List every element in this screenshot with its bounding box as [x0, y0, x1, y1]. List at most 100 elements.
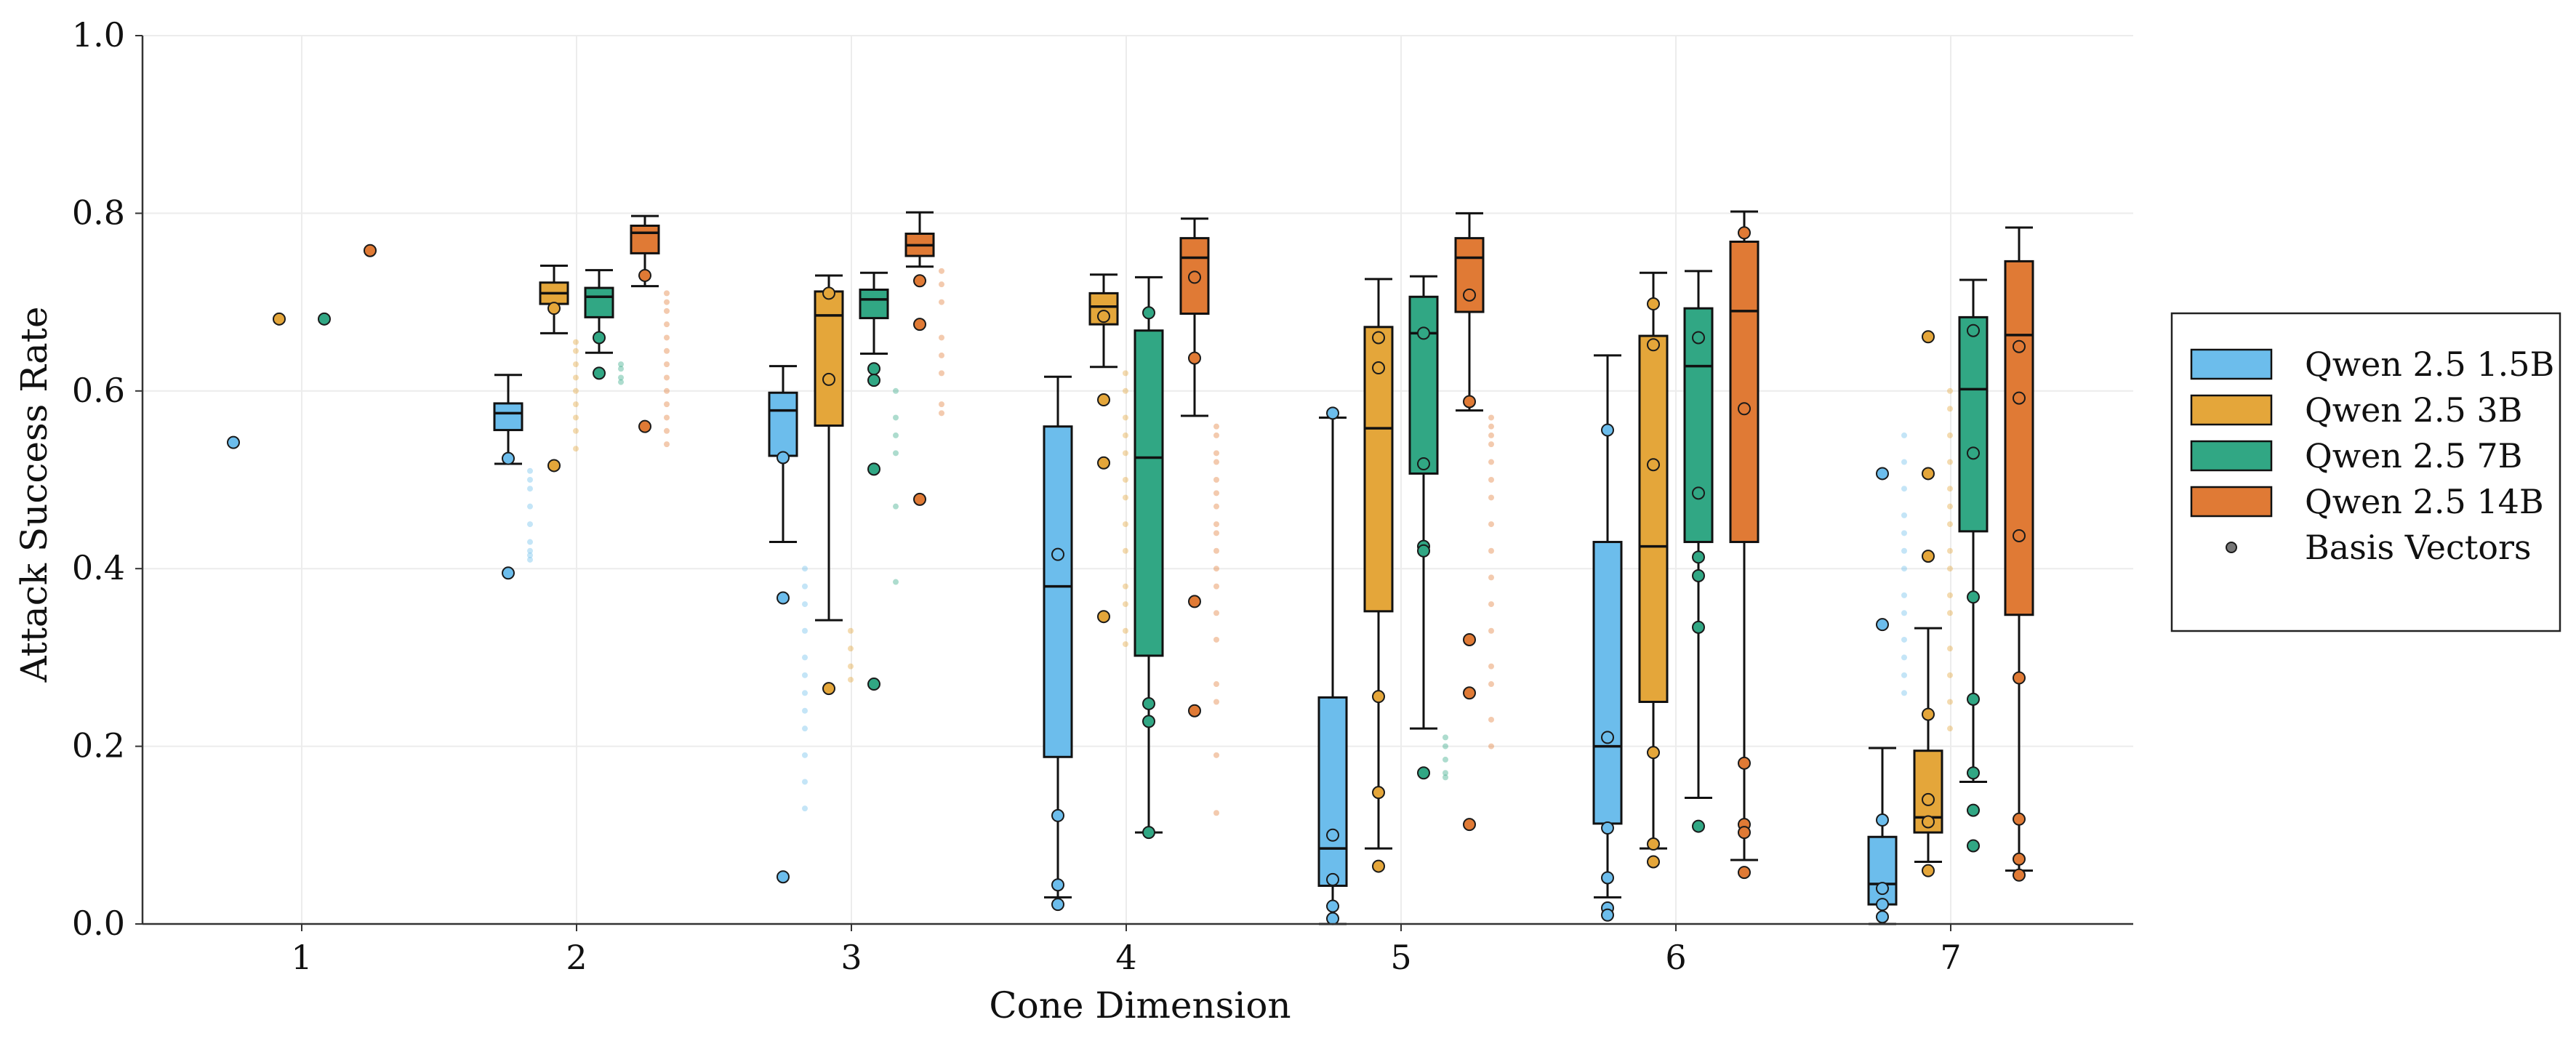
- sample-point: [802, 726, 808, 732]
- basis-point: [273, 312, 286, 326]
- sample-point: [527, 539, 533, 545]
- sample-point: [802, 752, 808, 758]
- sample-point: [1901, 530, 1907, 536]
- sample-point: [1123, 601, 1128, 608]
- sample-point: [1901, 672, 1907, 678]
- basis-point: [1417, 766, 1430, 780]
- sample-point: [527, 503, 533, 510]
- x-tick-label: 4: [1115, 938, 1136, 977]
- sample-point: [1213, 530, 1219, 536]
- sample-point: [1213, 752, 1219, 758]
- sample-point: [1123, 521, 1128, 528]
- sample-point: [618, 379, 624, 385]
- basis-point: [1051, 878, 1064, 892]
- basis-point: [1142, 306, 1155, 320]
- sample-point: [1947, 432, 1953, 438]
- y-tick-label: 0.0: [72, 904, 125, 943]
- sample-point: [1213, 459, 1219, 465]
- basis-point: [502, 566, 515, 580]
- sample-point: [664, 321, 670, 328]
- sample-point: [1123, 432, 1128, 438]
- sample-point: [939, 352, 944, 358]
- basis-point: [1326, 899, 1339, 913]
- sample-point: [802, 601, 808, 608]
- basis-point: [2013, 868, 2026, 882]
- basis-point: [2013, 852, 2026, 866]
- box: [1638, 334, 1669, 703]
- ticks: 0.0 0.2 0.4 0.6 0.8 1.0 1 2 3 4 5 6 7: [72, 15, 1962, 977]
- sample-point: [573, 446, 579, 452]
- sample-point: [1901, 654, 1907, 661]
- box: [768, 391, 798, 457]
- sample-point: [664, 347, 670, 354]
- sample-point: [802, 690, 808, 696]
- y-tick-label: 0.4: [72, 548, 125, 587]
- box: [1043, 425, 1073, 758]
- basis-point: [1647, 837, 1660, 851]
- sample-point: [573, 361, 579, 368]
- sample-point: [618, 374, 624, 381]
- basis-point: [1601, 908, 1614, 922]
- sample-point: [1213, 610, 1219, 616]
- sample-point: [1123, 450, 1128, 457]
- sample-point: [1213, 521, 1219, 528]
- sample-point: [1488, 681, 1494, 688]
- sample-point: [1123, 627, 1128, 634]
- sample-point: [1123, 641, 1128, 648]
- basis-point: [364, 244, 377, 257]
- basis-point: [822, 286, 835, 300]
- basis-point: [1372, 786, 1385, 800]
- basis-point: [1647, 855, 1660, 869]
- sample-point: [1213, 681, 1219, 688]
- sample-point: [1488, 441, 1494, 448]
- sample-point: [939, 410, 944, 417]
- sample-point: [1443, 770, 1448, 776]
- basis-point: [1647, 746, 1660, 760]
- sample-point: [939, 370, 944, 377]
- basis-point: [1876, 882, 1889, 896]
- basis-point: [1326, 828, 1339, 842]
- sample-point: [802, 707, 808, 714]
- box: [1683, 307, 1714, 544]
- basis-point: [1463, 632, 1476, 646]
- sample-point: [1947, 726, 1953, 732]
- basis-point: [867, 362, 880, 376]
- sample-point: [1901, 432, 1907, 438]
- sample-point: [802, 672, 808, 678]
- sample-point: [1901, 690, 1907, 696]
- basis-point: [1188, 270, 1201, 284]
- basis-point: [1967, 323, 1980, 337]
- sample-point: [664, 334, 670, 341]
- basis-point: [1326, 872, 1339, 886]
- basis-point: [2013, 671, 2026, 685]
- sample-point: [1123, 477, 1128, 483]
- sample-point: [802, 805, 808, 812]
- box: [814, 290, 844, 427]
- sample-point: [1213, 477, 1219, 483]
- sample-point: [1947, 610, 1953, 616]
- y-axis-title: Attack Success Rate: [13, 307, 55, 683]
- sample-point: [1213, 583, 1219, 590]
- sample-point: [1947, 699, 1953, 705]
- sample-point: [1213, 423, 1219, 430]
- basis-point: [1372, 690, 1385, 704]
- x-tick-label: 2: [566, 938, 587, 977]
- sample-point: [527, 467, 533, 474]
- basis-point: [867, 678, 880, 691]
- sample-point: [893, 579, 899, 585]
- sample-point: [1488, 574, 1494, 581]
- sample-point: [1901, 566, 1907, 572]
- box: [630, 225, 660, 254]
- basis-point: [1922, 864, 1935, 877]
- basis-point: [1738, 826, 1751, 840]
- sample-point: [573, 374, 579, 381]
- sample-point: [1488, 627, 1494, 634]
- basis-point: [1601, 821, 1614, 835]
- sample-point: [1901, 547, 1907, 554]
- basis-point: [227, 435, 240, 449]
- sample-point: [1213, 490, 1219, 497]
- sample-point: [1443, 743, 1448, 749]
- legend-swatch: [2190, 486, 2273, 518]
- legend-label: Qwen 2.5 7B: [2305, 436, 2522, 475]
- sample-point: [848, 627, 854, 634]
